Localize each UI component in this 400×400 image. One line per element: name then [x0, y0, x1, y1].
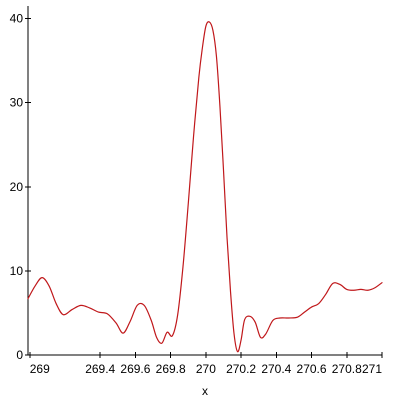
- x-tick-label-8: 270.8: [332, 362, 362, 376]
- series-line-0: [27, 21, 383, 353]
- y-tick-label-0: 0: [16, 348, 23, 362]
- x-tick-label-3: 269.8: [156, 362, 186, 376]
- x-tick-label-5: 270.2: [226, 362, 256, 376]
- y-tick-label-2: 20: [10, 180, 24, 194]
- x-tick-label-6: 270.4: [261, 362, 291, 376]
- x-axis-title: x: [202, 384, 208, 398]
- x-tick-label-0: 269: [30, 362, 50, 376]
- x-tick-label-1: 269.4: [85, 362, 115, 376]
- x-tick-label-9: 271: [362, 362, 382, 376]
- x-tick-label-4: 270: [196, 362, 216, 376]
- series-layer: [27, 21, 383, 353]
- y-tick-label-3: 30: [10, 96, 24, 110]
- x-tick-label-2: 269.6: [120, 362, 150, 376]
- axes-layer: 0 10 20 30 40 269 269.4 269.6 269.8 270 270.2 270.4…: [10, 6, 383, 376]
- y-tick-label-4: 40: [10, 12, 24, 26]
- x-tick-label-7: 270.6: [297, 362, 327, 376]
- y-tick-label-1: 10: [10, 264, 24, 278]
